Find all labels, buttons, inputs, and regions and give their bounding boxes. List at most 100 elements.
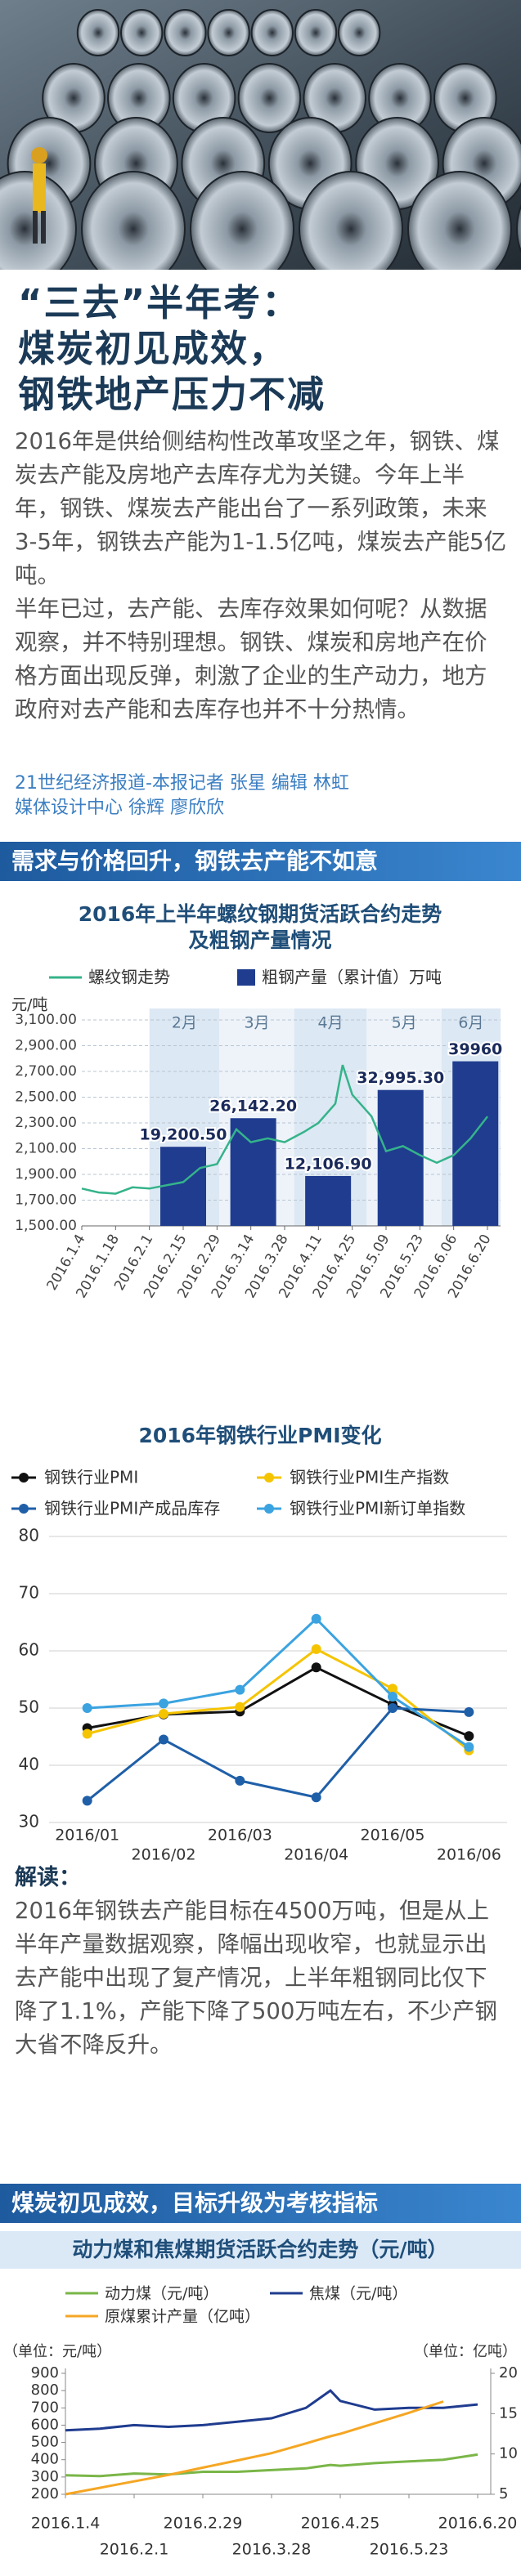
y-tick-label: 2,700.00 — [15, 1063, 77, 1080]
point — [82, 1729, 92, 1739]
bar — [305, 1175, 352, 1226]
x-tick-label: 2016.2.29 — [164, 2515, 243, 2533]
point — [235, 1702, 245, 1712]
bar — [452, 1061, 499, 1226]
y-tick-label: 600 — [31, 2416, 59, 2433]
photo-coil — [250, 9, 294, 56]
legend-label: 原煤累计产量（亿吨） — [105, 2308, 260, 2326]
x-tick-label: 2016/01 — [55, 1827, 119, 1845]
chart-title: 2016年钢铁行业PMI变化 — [138, 1424, 381, 1447]
header-photo — [0, 0, 521, 270]
point — [311, 1613, 321, 1624]
x-tick-label: 2016/06 — [437, 1846, 501, 1863]
point — [235, 1684, 245, 1695]
x-tick-label: 2016.4.25 — [301, 2515, 380, 2533]
x-tick-label: 2016/03 — [208, 1827, 272, 1845]
headline-line: 煤炭初见成效， — [18, 327, 288, 370]
line — [86, 1706, 469, 1802]
point — [311, 1644, 321, 1654]
y-tick-label: 2,300.00 — [15, 1115, 77, 1131]
y-tick-label: 2,900.00 — [15, 1038, 77, 1054]
y-tick-label: 2,500.00 — [15, 1089, 77, 1106]
y-tick-label: 40 — [19, 1755, 39, 1774]
x-tick-label: 2016.3.28 — [232, 2541, 312, 2559]
photo-coil — [516, 204, 521, 253]
paragraph: 2016年是供给侧结构性改革攻坚之年，钢铁、煤炭去产能及房地产去库存尤为关键。今… — [15, 428, 507, 588]
photo-coil — [207, 9, 250, 56]
y-tick-label: 30 — [19, 1812, 39, 1831]
y-tick-label: 70 — [19, 1583, 39, 1603]
line — [65, 2389, 478, 2432]
bar — [377, 1089, 424, 1226]
point — [388, 1684, 397, 1694]
point — [159, 1709, 168, 1719]
article: 2016年是供给侧结构性改革攻坚之年，钢铁、煤炭去产能及房地产去库存尤为关键。今… — [15, 425, 509, 727]
photo-coil — [164, 9, 207, 56]
point — [82, 1796, 92, 1806]
bar-value-label: 39960 — [448, 1040, 502, 1058]
legend-label: 粗钢产量（累计值）万吨 — [262, 968, 442, 987]
legend-marker — [264, 1473, 274, 1483]
legend-label: 钢铁行业PMI产成品库存 — [44, 1499, 220, 1518]
legend-label: 钢铁行业PMI新订单指数 — [290, 1499, 465, 1518]
point — [311, 1792, 321, 1803]
byline-line: 21世纪经济报道-本报记者 张星 编辑 林虹 — [15, 773, 349, 794]
bar-value-label: 19,200.50 — [140, 1126, 227, 1144]
y2-tick-label: 15 — [499, 2404, 518, 2422]
y-tick-label: 1,900.00 — [15, 1166, 77, 1183]
point — [464, 1742, 474, 1752]
y-tick-label: 2,100.00 — [15, 1141, 77, 1157]
y-tick-label: 80 — [19, 1526, 39, 1545]
month-label: 4月 — [318, 1014, 344, 1032]
y-tick-label: 50 — [19, 1697, 39, 1717]
y-tick-label: 400 — [31, 2451, 59, 2468]
y2-tick-label: 10 — [499, 2445, 518, 2462]
y-tick-label: 1,700.00 — [15, 1192, 77, 1209]
point — [159, 1734, 168, 1745]
month-label: 6月 — [458, 1014, 483, 1032]
y-tick-label: 3,100.00 — [15, 1012, 77, 1028]
x-tick-label: 2016/04 — [284, 1846, 348, 1863]
point — [388, 1703, 397, 1713]
point — [464, 1706, 474, 1717]
line — [65, 2400, 444, 2496]
bar-value-label: 32,995.30 — [357, 1069, 444, 1087]
photo-coil — [0, 171, 77, 270]
legend-label: 焦煤（元/吨） — [309, 2285, 407, 2303]
chart: 动力煤和焦煤期货活跃合约走势（元/吨） 动力煤（元/吨） 焦煤（元/吨） 原煤累计产量… — [0, 2231, 521, 2559]
y-axis-label: 元/吨 — [11, 996, 47, 1014]
point — [388, 1692, 397, 1702]
legend-swatch — [237, 969, 255, 986]
x-tick-label: 2016.2.1 — [100, 2541, 169, 2559]
section-header: 煤炭初见成效，目标升级为考核指标 — [0, 2184, 521, 2223]
point — [82, 1703, 92, 1713]
photo-coil — [407, 171, 512, 270]
bar-value-label: 26,142.20 — [209, 1098, 297, 1116]
paragraph: 半年已过，去产能、去库存效果如何呢？从数据观察，并不特别理想。钢铁、煤炭和房地产… — [15, 596, 487, 722]
y-tick-label: 700 — [31, 2399, 59, 2416]
y2-axis-label: （单位：亿吨） — [414, 2343, 517, 2360]
analysis: 解读： 2016年钢铁去产能目标在4500万吨，但是从上半年产量数据观察，降幅出… — [15, 1862, 509, 2062]
x-tick-label: 2016.6.20 — [438, 2515, 518, 2533]
y-tick-label: 300 — [31, 2468, 59, 2485]
legend-label: 动力煤（元/吨） — [105, 2285, 218, 2303]
point — [235, 1775, 245, 1786]
month-label: 3月 — [245, 1014, 270, 1032]
chart-title: 2016年上半年螺纹钢期货活跃合约走势 — [79, 902, 442, 926]
section-header: 需求与价格回升，钢铁去产能不如意 — [0, 842, 521, 881]
y-axis-label: （单位：元/吨） — [3, 2343, 111, 2360]
paragraph: 2016年钢铁去产能目标在4500万吨，但是从上半年产量数据观察，降幅出现收窄，… — [15, 1898, 497, 2058]
chart-title: 及粗钢产量情况 — [188, 928, 331, 952]
x-tick-label: 2016/05 — [361, 1827, 425, 1845]
photo-coil — [294, 9, 338, 56]
bar — [230, 1118, 276, 1226]
line — [87, 1648, 470, 1751]
legend-label: 螺纹钢走势 — [88, 968, 170, 987]
y2-tick-label: 5 — [499, 2485, 508, 2502]
headline: “三去”半年考： 煤炭初见成效， 钢铁地产压力不减 — [18, 280, 509, 418]
legend-marker — [19, 1504, 29, 1514]
y-tick-label: 800 — [31, 2381, 59, 2399]
